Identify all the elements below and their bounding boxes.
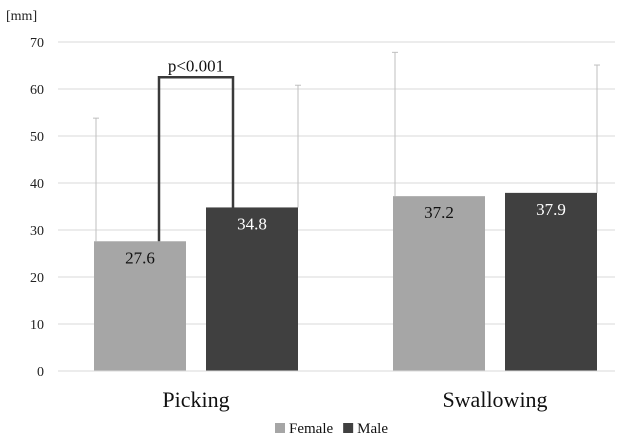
data-label: 34.8 <box>237 214 267 233</box>
bar-female-picking <box>94 241 186 371</box>
data-label: 27.6 <box>125 248 155 267</box>
bar-male-swallowing <box>505 192 597 371</box>
bar-male-picking <box>206 207 298 371</box>
data-label: 37.9 <box>536 200 566 219</box>
legend-label-male: Male <box>357 421 388 436</box>
legend-swatch-female <box>275 423 285 433</box>
legend-label-female: Female <box>289 421 333 436</box>
data-label: 37.2 <box>424 203 454 222</box>
legend-swatch-male <box>343 423 354 433</box>
y-tick-label: 30 <box>30 224 44 239</box>
y-tick-label: 50 <box>30 130 44 145</box>
y-tick-label: 10 <box>30 318 44 333</box>
y-axis-unit-label: [mm] <box>6 9 37 24</box>
y-tick-label: 40 <box>30 177 44 192</box>
error-bars <box>93 51 600 242</box>
significance-annotation: p<0.001 <box>157 56 235 242</box>
y-tick-label: 70 <box>30 36 44 51</box>
significance-bracket <box>157 76 235 242</box>
x-category-label: Picking <box>162 387 229 412</box>
y-tick-label: 20 <box>30 271 44 286</box>
x-axis: Picking Swallowing <box>58 370 615 412</box>
legend: Female Male <box>275 421 388 436</box>
y-axis: [mm] 0 10 20 30 40 50 60 70 <box>6 9 44 380</box>
bar-female-swallowing <box>393 196 485 371</box>
significance-label: p<0.001 <box>168 56 224 75</box>
x-category-label: Swallowing <box>442 387 547 412</box>
data-labels: 27.6 37.2 34.8 37.9 <box>125 200 566 267</box>
y-tick-label: 60 <box>30 83 44 98</box>
bars <box>94 192 597 371</box>
y-tick-label: 0 <box>37 365 44 380</box>
